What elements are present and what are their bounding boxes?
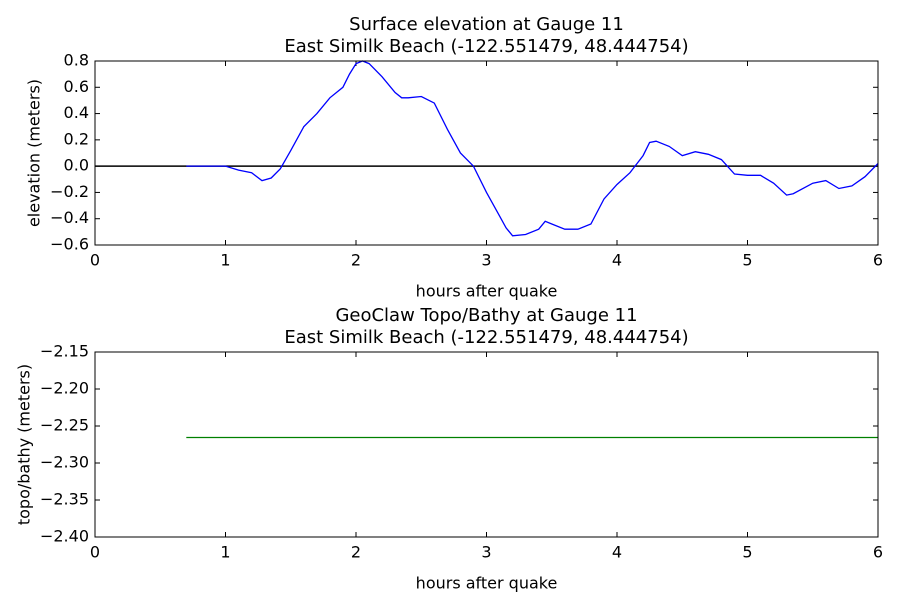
x-tick-label: 6 (873, 543, 883, 562)
y-tick-label: −2.25 (40, 416, 89, 435)
x-tick-label: 1 (220, 251, 230, 270)
x-axis-label: hours after quake (416, 574, 558, 593)
x-tick-label: 3 (481, 251, 491, 270)
x-tick-label: 6 (873, 251, 883, 270)
y-tick-label: 0.8 (64, 51, 89, 70)
y-axis-label: elevation (meters) (25, 79, 44, 227)
x-tick-label: 4 (612, 251, 622, 270)
x-tick-label: 0 (90, 251, 100, 270)
x-tick-label: 2 (351, 251, 361, 270)
y-tick-label: −0.4 (50, 208, 89, 227)
data-line (186, 60, 879, 237)
y-tick-label: 0.4 (64, 103, 89, 122)
y-tick-label: 0.0 (64, 156, 89, 175)
chart-title: East Similk Beach (-122.551479, 48.44475… (284, 327, 688, 348)
x-tick-label: 5 (742, 251, 752, 270)
y-tick-label: −0.2 (50, 182, 89, 201)
axes-frame (94, 351, 879, 538)
x-tick-label: 4 (612, 543, 622, 562)
y-tick-label: −2.20 (40, 379, 89, 398)
chart-title: Surface elevation at Gauge 11 (349, 14, 624, 35)
y-tick-label: 0.6 (64, 77, 89, 96)
x-tick-label: 0 (90, 543, 100, 562)
x-tick-label: 3 (481, 543, 491, 562)
y-tick-label: −0.6 (50, 235, 89, 254)
y-tick-label: −2.15 (40, 342, 89, 361)
axes-frame (94, 60, 879, 246)
x-tick-label: 2 (351, 543, 361, 562)
chart-title: East Similk Beach (-122.551479, 48.44475… (284, 36, 688, 57)
y-tick-label: −2.35 (40, 490, 89, 509)
x-tick-label: 1 (220, 543, 230, 562)
y-tick-label: 0.2 (64, 129, 89, 148)
x-axis-label: hours after quake (416, 282, 558, 301)
y-axis-label: topo/bathy (meters) (15, 364, 34, 525)
y-tick-label: −2.30 (40, 453, 89, 472)
x-tick-label: 5 (742, 543, 752, 562)
chart-title: GeoClaw Topo/Bathy at Gauge 11 (335, 305, 637, 326)
y-tick-label: −2.40 (40, 527, 89, 546)
